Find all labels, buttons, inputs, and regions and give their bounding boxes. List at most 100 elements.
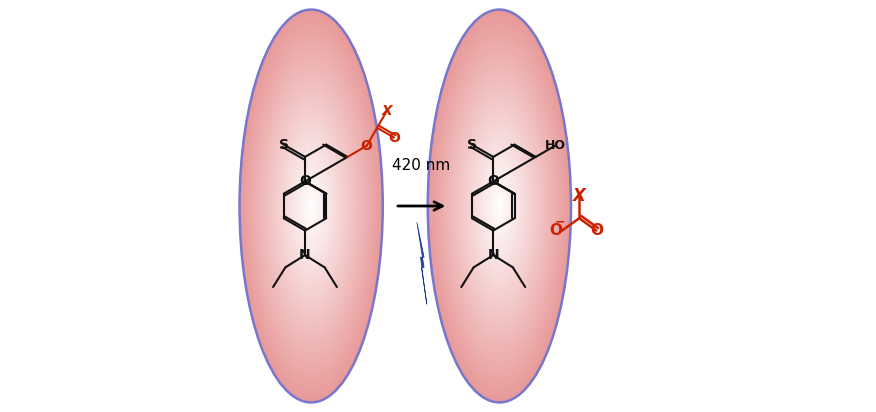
Ellipse shape xyxy=(450,71,548,341)
Ellipse shape xyxy=(477,142,523,270)
Ellipse shape xyxy=(451,73,548,339)
Ellipse shape xyxy=(498,201,501,211)
Ellipse shape xyxy=(467,117,532,295)
Ellipse shape xyxy=(491,184,507,228)
Ellipse shape xyxy=(282,127,340,285)
Ellipse shape xyxy=(483,159,516,253)
Ellipse shape xyxy=(300,174,322,238)
Ellipse shape xyxy=(305,189,317,223)
Ellipse shape xyxy=(462,103,537,309)
Text: N: N xyxy=(487,248,499,262)
Ellipse shape xyxy=(475,140,524,272)
Ellipse shape xyxy=(290,147,333,265)
Ellipse shape xyxy=(498,204,500,208)
Ellipse shape xyxy=(293,157,329,255)
Ellipse shape xyxy=(445,56,554,356)
Ellipse shape xyxy=(270,93,352,319)
Ellipse shape xyxy=(496,196,503,216)
Ellipse shape xyxy=(292,152,331,260)
Ellipse shape xyxy=(256,54,367,358)
Ellipse shape xyxy=(308,199,314,213)
Ellipse shape xyxy=(438,37,562,375)
Ellipse shape xyxy=(286,135,337,277)
Ellipse shape xyxy=(453,78,546,334)
Ellipse shape xyxy=(300,176,321,236)
Ellipse shape xyxy=(428,12,570,400)
Ellipse shape xyxy=(455,83,544,329)
Ellipse shape xyxy=(484,164,514,248)
Ellipse shape xyxy=(291,150,332,262)
Ellipse shape xyxy=(294,159,328,253)
Ellipse shape xyxy=(461,101,538,311)
Ellipse shape xyxy=(281,125,341,287)
Ellipse shape xyxy=(468,120,531,292)
Text: O: O xyxy=(361,139,372,153)
Text: −: − xyxy=(555,215,565,229)
Ellipse shape xyxy=(442,47,557,365)
Ellipse shape xyxy=(432,22,567,390)
Text: S: S xyxy=(279,138,289,152)
Ellipse shape xyxy=(469,122,530,290)
Ellipse shape xyxy=(307,196,314,216)
Ellipse shape xyxy=(434,27,565,385)
Text: O: O xyxy=(388,131,400,145)
Ellipse shape xyxy=(460,98,539,314)
Ellipse shape xyxy=(309,201,313,211)
Ellipse shape xyxy=(481,154,519,258)
Text: N: N xyxy=(300,248,311,262)
Ellipse shape xyxy=(487,172,512,240)
Ellipse shape xyxy=(276,110,346,302)
Text: X: X xyxy=(573,187,586,205)
Ellipse shape xyxy=(306,191,316,221)
Text: 420 nm: 420 nm xyxy=(392,157,450,173)
Ellipse shape xyxy=(254,49,369,363)
Ellipse shape xyxy=(264,76,358,336)
Ellipse shape xyxy=(449,68,549,344)
Ellipse shape xyxy=(293,154,330,258)
Ellipse shape xyxy=(488,174,511,238)
Ellipse shape xyxy=(251,39,372,373)
Text: O: O xyxy=(549,223,562,238)
Ellipse shape xyxy=(269,91,353,321)
Text: O: O xyxy=(590,223,603,238)
Ellipse shape xyxy=(258,59,364,353)
Ellipse shape xyxy=(465,113,533,299)
Ellipse shape xyxy=(247,29,376,383)
Ellipse shape xyxy=(436,32,563,380)
Ellipse shape xyxy=(452,76,547,336)
Ellipse shape xyxy=(255,52,368,360)
Ellipse shape xyxy=(245,24,378,388)
Ellipse shape xyxy=(298,169,325,243)
Ellipse shape xyxy=(443,52,555,360)
Ellipse shape xyxy=(295,162,328,250)
Ellipse shape xyxy=(265,81,357,331)
Ellipse shape xyxy=(262,71,360,341)
Ellipse shape xyxy=(489,176,510,236)
Ellipse shape xyxy=(259,63,363,349)
Ellipse shape xyxy=(485,167,513,245)
Ellipse shape xyxy=(490,179,509,233)
Ellipse shape xyxy=(278,115,344,297)
Ellipse shape xyxy=(286,137,336,275)
Ellipse shape xyxy=(257,56,366,356)
Ellipse shape xyxy=(268,88,354,324)
Text: HO: HO xyxy=(544,139,565,152)
Ellipse shape xyxy=(307,194,315,218)
Ellipse shape xyxy=(250,37,373,375)
Ellipse shape xyxy=(287,140,336,272)
Ellipse shape xyxy=(464,110,534,302)
Ellipse shape xyxy=(240,12,382,400)
Ellipse shape xyxy=(253,47,370,365)
Text: X: X xyxy=(382,104,392,118)
Polygon shape xyxy=(417,222,427,304)
Ellipse shape xyxy=(458,93,540,319)
Ellipse shape xyxy=(494,191,505,221)
Ellipse shape xyxy=(284,130,339,282)
Ellipse shape xyxy=(299,172,323,240)
Ellipse shape xyxy=(459,96,540,316)
Ellipse shape xyxy=(272,98,350,314)
Ellipse shape xyxy=(261,68,361,344)
Ellipse shape xyxy=(277,113,345,299)
Ellipse shape xyxy=(477,145,522,267)
Text: O: O xyxy=(487,174,499,188)
